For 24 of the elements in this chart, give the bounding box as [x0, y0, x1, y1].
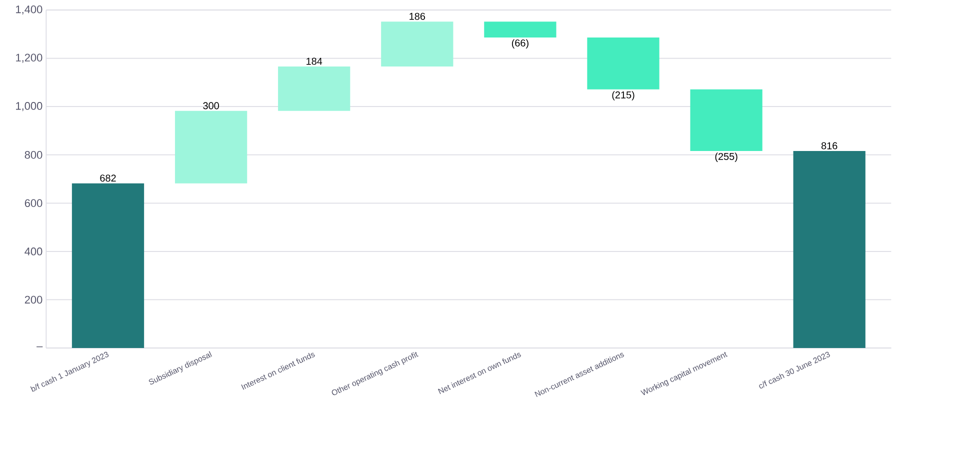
data-label: 300 [203, 102, 219, 110]
data-label: 186 [410, 12, 426, 20]
data-label: (255) [715, 152, 738, 162]
data-label: 682 [100, 174, 116, 182]
y-tick-label: 800 [24, 150, 42, 159]
data-label: 816 [821, 142, 838, 150]
y-tick-label: 1,400 [16, 5, 42, 15]
bar [381, 22, 454, 66]
y-tick-label: 600 [24, 199, 42, 208]
y-tick-label: 400 [24, 248, 42, 256]
bar [793, 150, 866, 348]
data-label: (215) [612, 91, 634, 100]
data-label: 184 [306, 58, 322, 65]
bar [72, 183, 144, 348]
bar [587, 38, 660, 90]
y-tick-label: 1,200 [16, 54, 42, 63]
y-tick-label: 200 [24, 296, 42, 304]
y-tick-label: – [36, 346, 43, 348]
bar [484, 22, 556, 38]
bar [278, 66, 350, 111]
bar [174, 110, 248, 184]
y-tick-label: 1,000 [16, 102, 42, 112]
data-label: (66) [512, 39, 528, 48]
bar [690, 89, 762, 151]
